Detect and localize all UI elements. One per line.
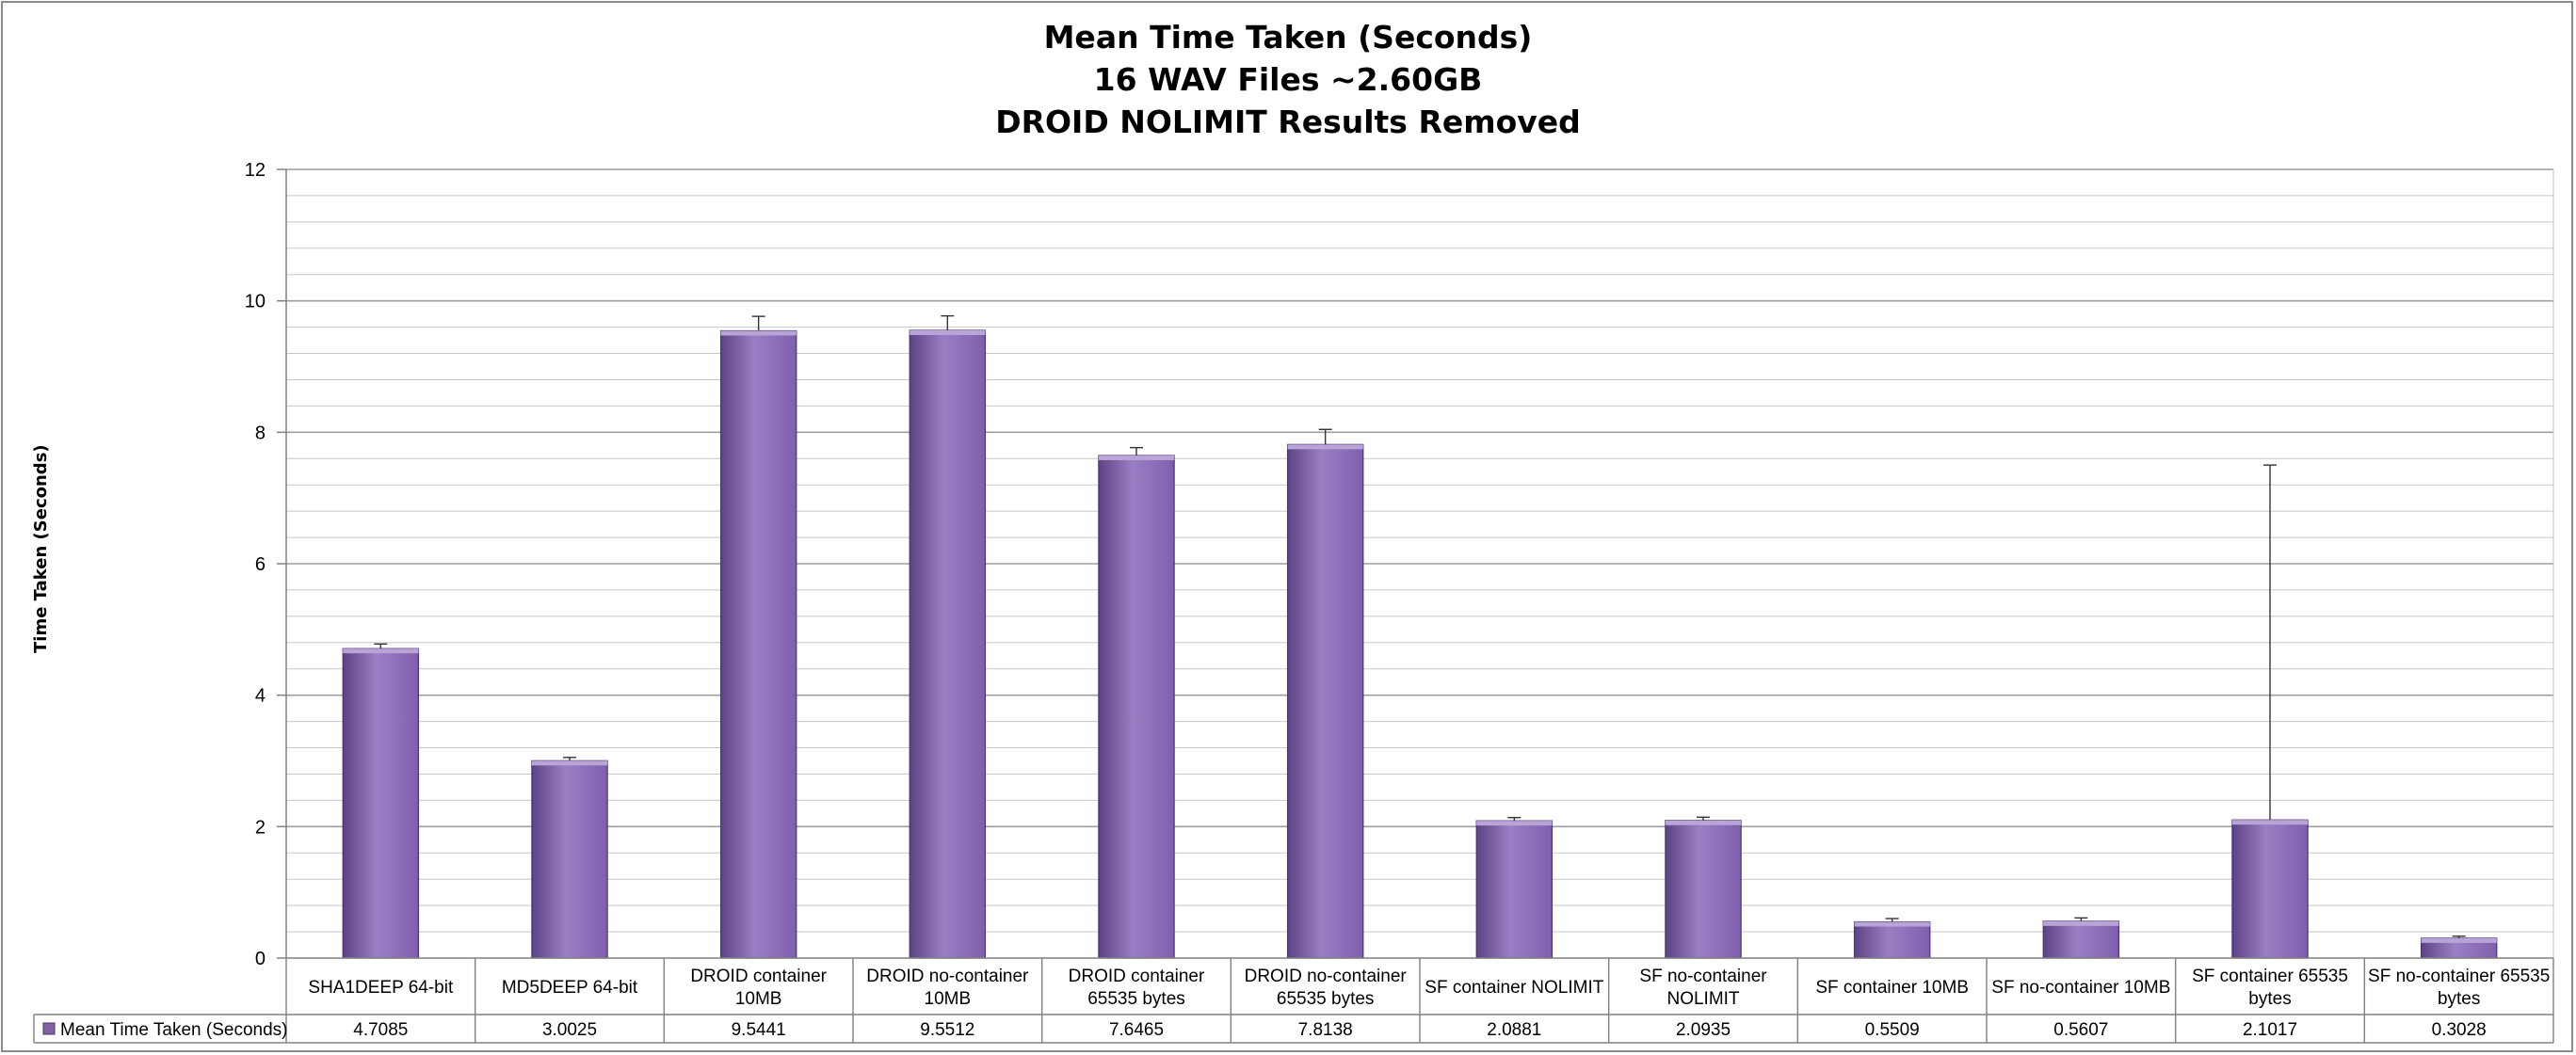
bar-top-highlight [1287, 444, 1363, 450]
category-label: SF container NOLIMIT [1425, 978, 1603, 998]
data-table-value: 0.3028 [2432, 1020, 2487, 1040]
data-table-value: 7.8138 [1298, 1020, 1353, 1040]
bar-top-highlight [910, 330, 986, 336]
data-table-value: 7.6465 [1109, 1020, 1164, 1040]
bar-top-highlight [1854, 921, 1930, 927]
chart-title-line-1: Mean Time Taken (Seconds) [1043, 19, 1533, 56]
category-label: DROID no-container [866, 967, 1029, 986]
bar-top-highlight [2421, 937, 2497, 943]
data-table-value: 0.5607 [2053, 1020, 2108, 1040]
category-label: SF no-container [1639, 967, 1767, 986]
y-tick-label: 2 [255, 817, 266, 838]
y-tick-label: 6 [255, 554, 266, 575]
chart-title-line-2: 16 WAV Files ~2.60GB [1093, 61, 1483, 98]
data-table-value: 2.0935 [1676, 1020, 1731, 1040]
bar-top-highlight [1098, 456, 1175, 461]
bar [2042, 920, 2120, 959]
bar [1853, 920, 1931, 959]
bar-top-highlight [2231, 820, 2309, 825]
bar-top-highlight [531, 760, 608, 766]
legend-series-name: Mean Time Taken (Seconds) [60, 1020, 288, 1040]
axes: 0 2 4 6 8 10 12 [245, 160, 2554, 969]
category-label: SF container 65535 [2192, 967, 2348, 986]
data-table: SHA1DEEP 64-bit 4.7085 MD5DEEP 64-bit 3.002… [33, 957, 2554, 1044]
data-table-value: 2.1017 [2243, 1020, 2297, 1040]
category-label: 10MB [735, 989, 782, 1009]
bars [342, 314, 2498, 959]
category-label: DROID container [690, 967, 827, 986]
category-label: 65535 bytes [1087, 989, 1185, 1009]
data-table-value: 9.5441 [732, 1020, 786, 1040]
bar [909, 329, 987, 959]
data-table-value: 2.0881 [1487, 1020, 1541, 1040]
category-label: SHA1DEEP 64-bit [308, 978, 454, 998]
category-label: SF no-container 65535 [2368, 967, 2550, 986]
category-label: 10MB [925, 989, 972, 1009]
bar [342, 647, 420, 959]
bar-top-highlight [1476, 821, 1553, 826]
category-label: 65535 bytes [1277, 989, 1375, 1009]
category-label: MD5DEEP 64-bit [502, 978, 638, 998]
gridlines [286, 168, 2553, 933]
bar [719, 329, 797, 959]
bar-top-highlight [720, 330, 797, 336]
category-label: DROID container [1069, 967, 1205, 986]
bar-top-highlight [1665, 820, 1742, 825]
y-tick-label: 8 [255, 423, 266, 443]
bar-top-highlight [343, 648, 419, 654]
data-table-value: 9.5512 [920, 1020, 974, 1040]
data-table-value: 0.5509 [1865, 1020, 1920, 1040]
category-label: bytes [2438, 989, 2480, 1009]
category-label: SF no-container 10MB [1991, 978, 2170, 998]
bar [2231, 819, 2309, 959]
bar [1286, 443, 1364, 959]
y-tick-label: 4 [255, 686, 266, 707]
bar [531, 759, 608, 959]
bar [1475, 820, 1554, 959]
data-table-value: 4.7085 [353, 1020, 408, 1040]
bar [1098, 455, 1175, 959]
category-label: DROID no-container [1245, 967, 1408, 986]
bar [1665, 820, 1742, 959]
category-label: SF container 10MB [1815, 978, 1969, 998]
bar-top-highlight [2043, 920, 2119, 926]
chart-title-line-3: DROID NOLIMIT Results Removed [995, 104, 1581, 140]
legend-key [42, 1022, 56, 1035]
data-table-value: 3.0025 [542, 1020, 597, 1040]
category-label: NOLIMIT [1666, 989, 1739, 1009]
y-tick-label: 12 [245, 160, 266, 181]
y-tick-label: 10 [245, 292, 266, 312]
category-label: bytes [2248, 989, 2291, 1009]
y-tick-label: 0 [255, 949, 266, 969]
